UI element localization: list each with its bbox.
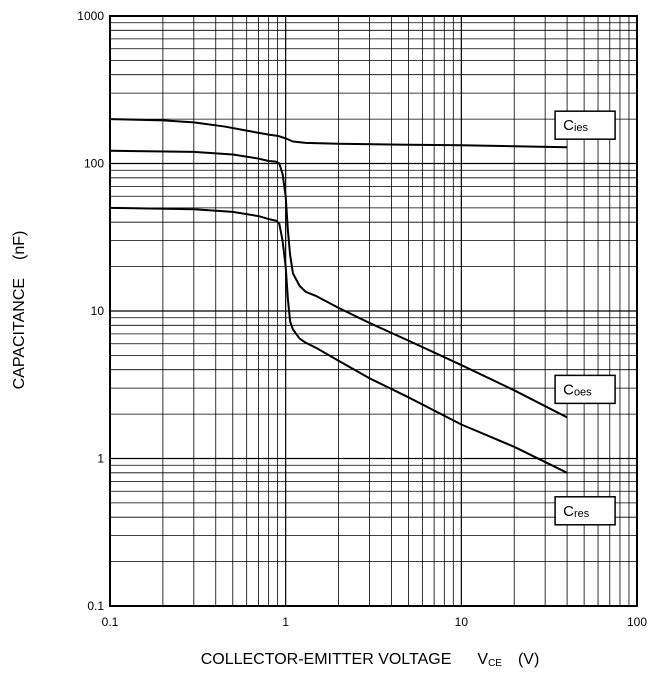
x-tick-label: 0.1: [102, 615, 119, 629]
x-axis-label-main: COLLECTOR-EMITTER VOLTAGE: [201, 651, 452, 668]
y-axis-label-unit: (nF): [11, 231, 28, 260]
series-label-text: Coes: [563, 381, 592, 398]
series-label-ies: Cies: [554, 110, 616, 140]
y-tick-label: 100: [84, 157, 104, 171]
x-axis-label-unit: (V): [518, 651, 539, 668]
series-label-oes: Coes: [554, 374, 616, 405]
x-tick-label: 10: [455, 615, 469, 629]
series-line-ies: [109, 118, 568, 149]
y-axis-label-main: CAPACITANCE: [11, 278, 28, 389]
x-axis-label-symbol: V: [477, 651, 488, 668]
y-axis-label: CAPACITANCE (nF): [11, 231, 28, 390]
series-label-box: [554, 110, 616, 140]
x-tick-label: 100: [627, 615, 647, 629]
series-label-res: Cres: [554, 496, 616, 526]
x-axis-label: COLLECTOR-EMITTER VOLTAGE VCE (V): [201, 651, 540, 669]
y-tick-label: 10: [91, 304, 105, 318]
tick-labels: 0.1 1 10 100 0.1 1 10 100 1000: [77, 9, 647, 629]
y-tick-label: 1: [97, 452, 104, 466]
plot-frame: [109, 15, 638, 607]
series-line-oes: [109, 149, 568, 419]
y-tick-label: 0.1: [87, 599, 104, 613]
series-curves: [109, 118, 568, 474]
x-tick-label: 1: [282, 615, 289, 629]
series-line-res: [109, 206, 568, 474]
y-tick-label: 1000: [77, 9, 104, 23]
series-label-box: [554, 496, 616, 526]
x-axis-label-sub: CE: [488, 658, 502, 669]
series-labels: Cies Coes Cres: [554, 110, 616, 526]
series-label-box: [554, 374, 616, 405]
series-label-text: Cies: [563, 117, 588, 134]
series-label-text: Cres: [563, 503, 590, 520]
